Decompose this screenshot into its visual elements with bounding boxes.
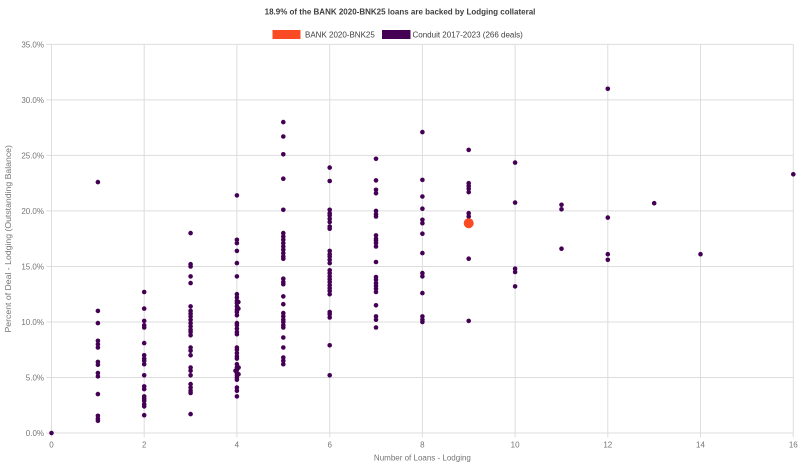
svg-text:2: 2 (142, 441, 147, 450)
svg-text:0: 0 (49, 441, 54, 450)
svg-text:5.0%: 5.0% (26, 373, 44, 382)
svg-text:0.0%: 0.0% (26, 429, 44, 438)
svg-text:4: 4 (235, 441, 240, 450)
svg-text:8: 8 (420, 441, 425, 450)
svg-text:15.0%: 15.0% (21, 262, 44, 271)
svg-text:BANK 2020-BNK25: BANK 2020-BNK25 (305, 31, 375, 40)
svg-text:20.0%: 20.0% (21, 207, 44, 216)
svg-text:16: 16 (789, 441, 798, 450)
svg-text:35.0%: 35.0% (21, 40, 44, 49)
svg-text:14: 14 (696, 441, 705, 450)
svg-text:25.0%: 25.0% (21, 151, 44, 160)
svg-text:18.9% of the BANK 2020-BNK25 l: 18.9% of the BANK 2020-BNK25 loans are b… (265, 8, 536, 17)
svg-text:Conduit 2017-2023 (266 deals): Conduit 2017-2023 (266 deals) (413, 31, 524, 40)
svg-text:Percent of Deal - Lodging (Out: Percent of Deal - Lodging (Outstanding B… (3, 145, 13, 332)
svg-text:Number of Loans - Lodging: Number of Loans - Lodging (374, 454, 471, 463)
svg-text:10.0%: 10.0% (21, 318, 44, 327)
svg-text:6: 6 (327, 441, 332, 450)
svg-text:10: 10 (511, 441, 520, 450)
svg-text:30.0%: 30.0% (21, 96, 44, 105)
svg-text:12: 12 (603, 441, 612, 450)
